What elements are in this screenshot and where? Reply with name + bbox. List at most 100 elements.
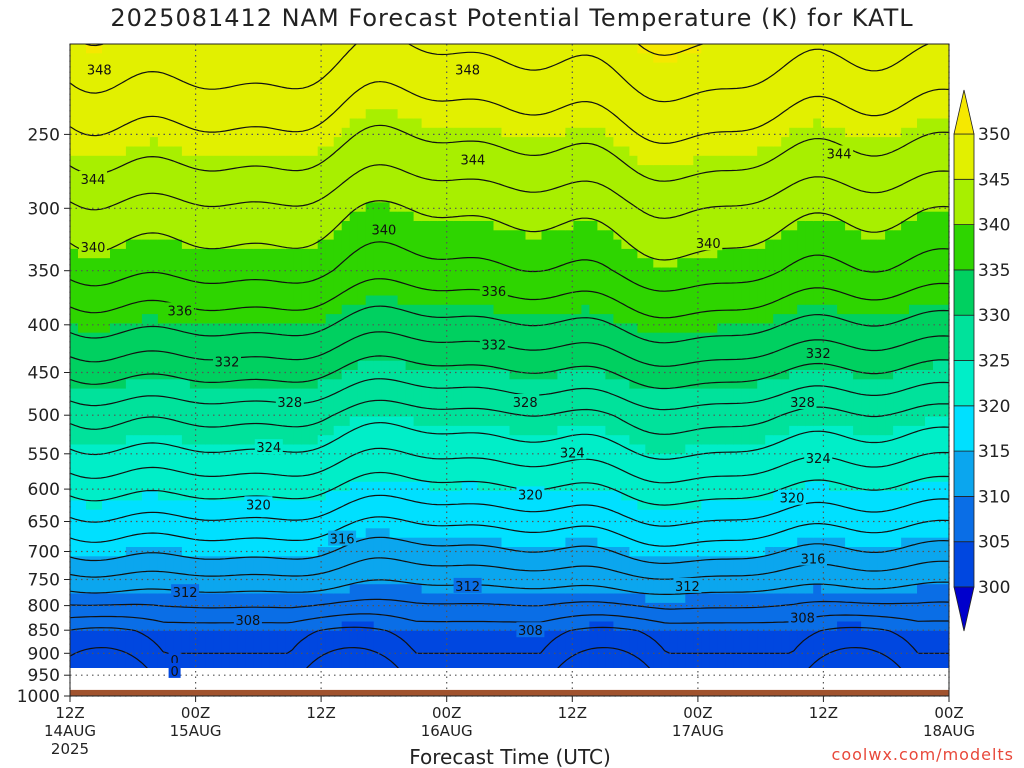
theta-fill-cell bbox=[325, 547, 335, 595]
theta-fill-cell bbox=[869, 314, 878, 380]
theta-fill-cell bbox=[605, 491, 614, 548]
colorbar-tick-label: 325 bbox=[978, 352, 1010, 372]
theta-fill-cell bbox=[661, 165, 670, 269]
theta-fill-cell bbox=[165, 239, 175, 324]
theta-fill-cell bbox=[181, 323, 191, 380]
theta-fill-cell bbox=[165, 547, 175, 595]
theta-fill-cell bbox=[869, 491, 878, 548]
theta-fill-cell bbox=[509, 593, 519, 632]
theta-fill-cell bbox=[933, 416, 942, 483]
theta-fill-cell bbox=[789, 230, 798, 315]
theta-fill-cell bbox=[741, 444, 750, 501]
theta-fill-cell bbox=[245, 388, 255, 446]
theta-fill-cell bbox=[733, 248, 742, 324]
theta-fill-cell bbox=[213, 248, 223, 324]
theta-fill-cell bbox=[429, 491, 439, 539]
theta-fill-cell bbox=[701, 630, 710, 668]
theta-fill-cell bbox=[397, 481, 407, 539]
theta-fill-cell bbox=[269, 44, 279, 157]
theta-fill-cell bbox=[549, 547, 559, 595]
theta-fill-cell bbox=[381, 416, 391, 483]
theta-fill-cell bbox=[573, 491, 582, 539]
theta-fill-cell bbox=[469, 304, 479, 371]
theta-fill-cell bbox=[573, 314, 582, 371]
theta-fill-cell bbox=[941, 118, 949, 213]
theta-fill-cell bbox=[110, 593, 119, 632]
theta-fill-cell bbox=[461, 44, 471, 129]
theta-fill-cell bbox=[845, 593, 854, 622]
theta-fill-cell bbox=[765, 435, 774, 501]
theta-fill-cell bbox=[349, 211, 359, 306]
theta-fill-cell bbox=[277, 388, 287, 446]
theta-fill-cell bbox=[853, 621, 862, 668]
theta-fill-cell bbox=[269, 630, 279, 668]
theta-fill-cell bbox=[381, 360, 391, 418]
theta-fill-cell bbox=[845, 370, 854, 427]
theta-contour-344 bbox=[70, 124, 949, 182]
theta-fill-cell bbox=[86, 444, 95, 511]
theta-fill-cell bbox=[653, 44, 662, 64]
theta-fill-cell bbox=[877, 239, 886, 315]
theta-fill-cell bbox=[893, 370, 902, 427]
theta-fill-cell bbox=[381, 44, 391, 110]
theta-fill-cell bbox=[94, 332, 103, 390]
theta-fill-cell bbox=[110, 155, 119, 250]
theta-fill-cell bbox=[453, 44, 463, 129]
theta-fill-cell bbox=[749, 444, 758, 501]
theta-fill-cell bbox=[541, 379, 551, 436]
theta-fill-cell bbox=[453, 127, 463, 222]
theta-fill-cell bbox=[565, 44, 574, 129]
theta-fill-cell bbox=[94, 155, 103, 259]
theta-fill-cell bbox=[813, 304, 822, 371]
theta-fill-cell bbox=[797, 221, 806, 306]
theta-fill-cell bbox=[317, 146, 327, 241]
theta-fill-cell bbox=[749, 155, 758, 250]
theta-fill-cell bbox=[493, 230, 503, 315]
theta-fill-cell bbox=[373, 416, 383, 483]
theta-fill-cell bbox=[645, 453, 654, 511]
theta-fill-cell bbox=[925, 481, 934, 539]
theta-fill-cell bbox=[589, 44, 598, 129]
theta-fill-cell bbox=[141, 44, 151, 148]
theta-fill-cell bbox=[541, 435, 551, 492]
theta-fill-cell bbox=[461, 593, 471, 632]
theta-fill-cell bbox=[637, 388, 646, 446]
theta-fill-cell bbox=[701, 258, 710, 334]
theta-fill-cell bbox=[333, 379, 343, 427]
theta-fill-cell bbox=[261, 388, 271, 446]
theta-fill-cell bbox=[757, 323, 766, 380]
theta-fill-cell bbox=[557, 314, 566, 371]
theta-fill-cell bbox=[373, 202, 383, 296]
theta-fill-cell bbox=[645, 165, 654, 259]
theta-fill-cell bbox=[317, 500, 327, 548]
theta-fill-cell bbox=[173, 323, 183, 380]
theta-fill-cell bbox=[589, 537, 598, 595]
theta-fill-cell bbox=[549, 491, 559, 548]
colorbar-band bbox=[953, 314, 975, 361]
theta-fill-cell bbox=[461, 425, 471, 483]
theta-fill-cell bbox=[773, 593, 782, 632]
theta-fill-cell bbox=[301, 500, 311, 557]
theta-fill-cell bbox=[661, 267, 670, 334]
theta-fill-cell bbox=[541, 44, 551, 138]
theta-fill-cell bbox=[669, 388, 678, 455]
theta-fill-cell bbox=[445, 304, 455, 371]
theta-fill-cell bbox=[533, 491, 543, 548]
theta-fill-cell bbox=[853, 547, 862, 595]
theta-fill-cell bbox=[581, 221, 590, 306]
theta-fill-cell bbox=[901, 537, 910, 595]
theta-fill-cell bbox=[437, 44, 447, 129]
theta-fill-cell bbox=[349, 481, 359, 539]
theta-fill-cell bbox=[549, 630, 559, 668]
theta-fill-cell bbox=[685, 332, 694, 390]
colorbar-tick-label: 335 bbox=[978, 261, 1010, 281]
theta-fill-cell bbox=[709, 444, 718, 501]
theta-fill-cell bbox=[213, 500, 223, 557]
theta-fill-cell bbox=[117, 388, 127, 446]
theta-fill-cell bbox=[549, 230, 559, 315]
contour-label-background bbox=[453, 577, 482, 593]
theta-fill-cell bbox=[853, 44, 862, 138]
theta-fill-cell bbox=[837, 370, 846, 427]
theta-fill-cell bbox=[773, 239, 782, 315]
contour-label-background bbox=[804, 345, 833, 361]
